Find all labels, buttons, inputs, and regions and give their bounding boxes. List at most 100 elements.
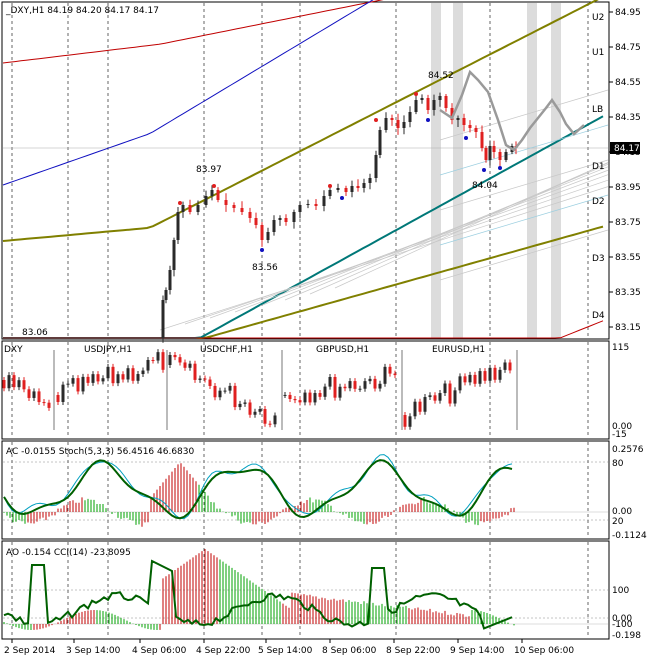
candle-body bbox=[314, 204, 318, 206]
mini-candle-body bbox=[418, 401, 422, 412]
level-label-d4: D4 bbox=[592, 311, 605, 321]
mini-candle-body bbox=[96, 374, 100, 382]
price-tick-label: 84.55 bbox=[615, 78, 641, 88]
mini-candle-body bbox=[363, 381, 367, 389]
mini-candle-body bbox=[61, 384, 65, 402]
ac-tick-min: -0.1124 bbox=[612, 531, 647, 541]
candle-body bbox=[266, 232, 270, 240]
mini-candle-body bbox=[438, 393, 442, 401]
time-axis-label: 4 Sep 22:00 bbox=[196, 646, 251, 656]
trend-line bbox=[259, 166, 609, 307]
projection-line bbox=[439, 194, 609, 246]
candle-body bbox=[504, 152, 508, 160]
candle-body bbox=[390, 118, 394, 120]
mini-candle-body bbox=[136, 374, 140, 381]
mini-candle-body bbox=[223, 390, 227, 392]
candle-body bbox=[356, 186, 360, 188]
candle-body bbox=[368, 178, 372, 183]
mini-candle-body bbox=[151, 359, 155, 361]
candle-body bbox=[322, 196, 326, 206]
forecast-shade bbox=[431, 3, 441, 338]
mini-candle-body bbox=[328, 376, 332, 387]
candle-body bbox=[350, 186, 354, 192]
stoch-signal-line bbox=[3, 454, 513, 520]
mini-candle-body bbox=[423, 397, 427, 412]
mini-candle-body bbox=[141, 370, 145, 375]
time-axis-label: 9 Sep 14:00 bbox=[450, 646, 505, 656]
candle-body bbox=[456, 118, 460, 120]
mini-candle-body bbox=[203, 378, 207, 380]
candle-body bbox=[292, 212, 296, 222]
mini-candle-body bbox=[76, 378, 80, 392]
candle-body bbox=[164, 290, 168, 300]
ao-tick-zero: 0.00 bbox=[612, 614, 632, 624]
candle-body bbox=[254, 218, 258, 225]
mini-candle-body bbox=[488, 367, 492, 381]
candle-body bbox=[188, 205, 192, 212]
olive-upper-band bbox=[2, 0, 599, 242]
mini-candle-body bbox=[91, 374, 95, 383]
price-tick-label: 84.35 bbox=[615, 113, 641, 123]
price-annotation: 84.04 bbox=[472, 181, 498, 191]
multi-tick-min: -15 bbox=[612, 430, 627, 440]
level-label-d1: D1 bbox=[592, 162, 605, 172]
projection-line bbox=[439, 89, 609, 141]
candle-body bbox=[438, 96, 442, 100]
multi-tick-zero: 0.00 bbox=[612, 422, 632, 432]
mini-candle-body bbox=[81, 376, 85, 392]
symbol-label: EURUSD,H1 bbox=[432, 345, 485, 355]
mini-candle-body bbox=[383, 366, 387, 384]
mini-candle-body bbox=[468, 374, 472, 383]
price-tick-label: 83.75 bbox=[615, 218, 641, 228]
candle-body bbox=[284, 218, 288, 222]
candle-body bbox=[492, 146, 496, 152]
trend-line bbox=[334, 162, 609, 289]
mini-candle-body bbox=[268, 423, 272, 425]
candle-body bbox=[306, 204, 310, 205]
forecast-shade bbox=[453, 3, 463, 338]
mini-candle-body bbox=[7, 375, 11, 389]
mini-candle-body bbox=[508, 362, 512, 371]
mini-candle-body bbox=[71, 378, 75, 384]
mini-candle-body bbox=[248, 402, 252, 415]
mini-candle-body bbox=[2, 380, 6, 389]
candle-body bbox=[362, 183, 366, 188]
mini-candle-body bbox=[22, 380, 26, 390]
mini-candle-body bbox=[453, 390, 457, 404]
blue-upper-band bbox=[2, 0, 374, 186]
candle-body bbox=[498, 152, 502, 160]
mini-candle-body bbox=[66, 383, 70, 385]
candle-body bbox=[450, 108, 454, 120]
time-axis-label: 3 Sep 14:00 bbox=[66, 646, 121, 656]
forecast-path bbox=[439, 69, 585, 152]
mini-candle-body bbox=[32, 391, 36, 398]
current-price-tag bbox=[610, 142, 640, 154]
fractal-marker bbox=[328, 184, 332, 188]
price-annotation: 83.56 bbox=[252, 263, 278, 273]
candle-body bbox=[396, 120, 400, 128]
mini-candle-body bbox=[161, 352, 165, 370]
mini-candle-body bbox=[17, 380, 21, 388]
mini-candle-body bbox=[473, 374, 477, 384]
red-lower-band bbox=[3, 320, 604, 339]
mini-candle-body bbox=[408, 416, 412, 427]
candle-body bbox=[216, 190, 220, 200]
mini-candle-body bbox=[173, 354, 177, 358]
level-label-u2: U2 bbox=[592, 13, 604, 23]
candle-body bbox=[444, 96, 448, 108]
fractal-marker bbox=[178, 201, 182, 205]
ac-tick-zero: 0.00 bbox=[612, 507, 632, 517]
price-annotation: 84.52 bbox=[428, 71, 454, 81]
mini-candle-body bbox=[111, 366, 115, 384]
mini-candle-body bbox=[323, 386, 327, 397]
fractal-marker bbox=[426, 118, 430, 122]
ac-stoch-panel[interactable] bbox=[1, 440, 610, 540]
mini-candle-body bbox=[27, 389, 31, 398]
price-tick-label: 84.75 bbox=[615, 43, 641, 53]
mini-candle-body bbox=[318, 393, 322, 397]
symbol-label: USDCHF,H1 bbox=[200, 345, 253, 355]
mini-candle-body bbox=[42, 402, 46, 404]
mini-candle-body bbox=[373, 378, 377, 389]
ac-tick-max: 0.2576 bbox=[612, 445, 644, 455]
